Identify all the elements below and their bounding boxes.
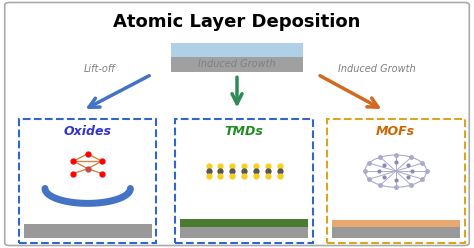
Text: Oxides: Oxides: [64, 125, 112, 138]
Text: Induced Growth: Induced Growth: [198, 60, 276, 69]
FancyBboxPatch shape: [175, 119, 313, 243]
FancyBboxPatch shape: [24, 224, 152, 238]
FancyBboxPatch shape: [5, 2, 469, 246]
FancyBboxPatch shape: [180, 227, 308, 238]
Text: Atomic Layer Deposition: Atomic Layer Deposition: [113, 13, 361, 31]
FancyBboxPatch shape: [327, 119, 465, 243]
FancyBboxPatch shape: [171, 57, 303, 72]
FancyBboxPatch shape: [180, 219, 308, 227]
Text: Induced Growth: Induced Growth: [338, 64, 416, 74]
FancyBboxPatch shape: [332, 227, 460, 238]
Text: Lift-off: Lift-off: [84, 64, 115, 74]
Text: MOFs: MOFs: [376, 125, 415, 138]
FancyBboxPatch shape: [19, 119, 156, 243]
FancyBboxPatch shape: [171, 43, 303, 57]
FancyBboxPatch shape: [332, 220, 460, 227]
Text: TMDs: TMDs: [225, 125, 264, 138]
